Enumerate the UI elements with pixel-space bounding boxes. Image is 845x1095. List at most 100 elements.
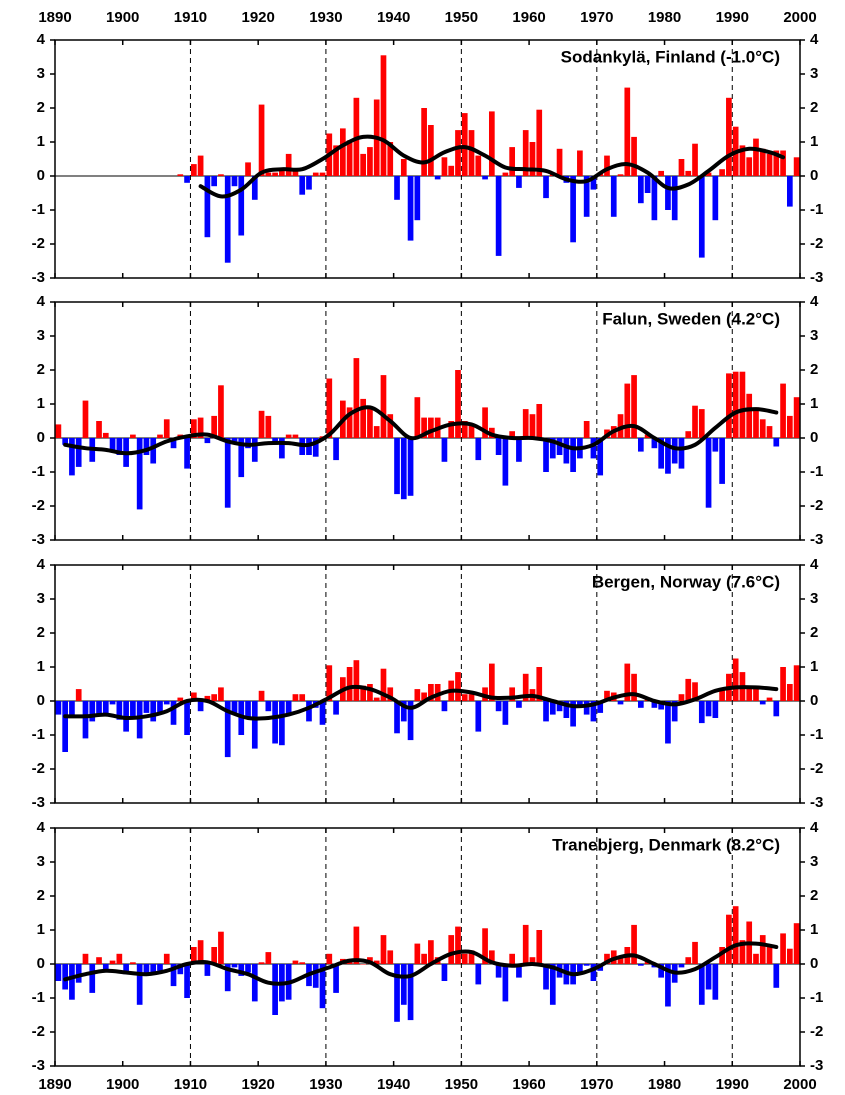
bar — [448, 165, 455, 176]
bar — [326, 953, 333, 964]
bar — [279, 169, 285, 176]
bar — [705, 438, 712, 508]
bar — [773, 964, 780, 988]
y-tick-label: 2 — [37, 887, 45, 904]
bar — [780, 150, 786, 176]
bar — [116, 953, 123, 964]
y-tick-label: -1 — [32, 463, 45, 480]
y-tick-label: 2 — [810, 624, 818, 641]
bar — [299, 694, 306, 701]
y-tick-label: 0 — [810, 429, 818, 446]
bar — [617, 955, 624, 964]
bar — [793, 157, 800, 176]
bar — [495, 438, 502, 455]
bar — [698, 409, 705, 438]
x-tick-label: 1990 — [716, 1076, 749, 1093]
bar — [251, 964, 258, 1002]
bar — [380, 55, 387, 176]
x-tick-label: 1920 — [241, 9, 274, 26]
bar — [556, 148, 563, 176]
x-tick-label: 1980 — [648, 1076, 681, 1093]
bar — [299, 962, 306, 964]
bar — [441, 701, 448, 712]
bar — [658, 438, 665, 469]
bar — [428, 417, 434, 438]
bar — [759, 701, 766, 705]
bar — [380, 935, 387, 964]
y-tick-label: 0 — [810, 167, 818, 184]
panel-title: Tranebjerg, Denmark (8.2°C) — [552, 835, 780, 854]
bar — [360, 685, 367, 701]
bar — [136, 701, 143, 739]
bar — [563, 438, 570, 464]
bar — [258, 410, 265, 438]
bar — [637, 438, 644, 452]
bar — [190, 692, 197, 701]
bar — [543, 701, 549, 722]
bar — [773, 150, 780, 176]
bar — [549, 701, 556, 715]
bar — [387, 414, 394, 438]
bar — [583, 176, 590, 217]
bar — [563, 701, 570, 718]
bar — [780, 667, 786, 701]
bar — [556, 701, 563, 712]
bar — [665, 701, 671, 744]
bar — [468, 950, 475, 964]
bar — [197, 155, 204, 176]
bar — [204, 438, 211, 444]
bar — [75, 964, 82, 983]
bar — [549, 964, 556, 1005]
bar — [116, 438, 123, 455]
bar — [143, 701, 150, 713]
bar — [577, 964, 583, 973]
bar — [346, 140, 353, 176]
bar — [306, 176, 312, 190]
bar — [197, 701, 204, 712]
bar — [502, 701, 509, 725]
bar — [522, 673, 529, 701]
y-tick-label: 2 — [810, 361, 818, 378]
y-tick-label: 0 — [37, 167, 45, 184]
bar — [705, 964, 712, 990]
bar — [123, 964, 129, 975]
bar — [509, 953, 516, 964]
bar — [665, 964, 671, 1007]
bar — [292, 694, 299, 701]
bar — [522, 924, 529, 964]
y-tick-label: -3 — [810, 794, 823, 811]
bar — [631, 924, 637, 964]
y-tick-label: -2 — [32, 235, 45, 252]
y-tick-label: 4 — [810, 31, 819, 48]
bar — [265, 172, 272, 176]
bar — [739, 371, 746, 438]
bar — [428, 125, 434, 176]
bar — [333, 438, 339, 461]
bar — [285, 434, 292, 438]
y-tick-label: -2 — [810, 1023, 823, 1040]
bar — [759, 419, 766, 438]
bar — [516, 701, 522, 708]
bar — [712, 964, 719, 1000]
bar — [590, 438, 597, 459]
y-tick-label: -1 — [810, 201, 823, 218]
y-tick-label: 1 — [37, 395, 45, 412]
bar — [190, 419, 197, 438]
bar — [455, 370, 461, 438]
plot-frame — [54, 301, 801, 541]
bar — [69, 701, 75, 718]
bar — [197, 417, 204, 438]
bar — [624, 87, 631, 176]
x-tick-label: 1920 — [241, 1076, 274, 1093]
bar — [712, 438, 719, 452]
bar — [766, 153, 773, 176]
x-tick-label: 1960 — [512, 9, 545, 26]
bar — [218, 174, 224, 176]
bar — [306, 701, 312, 722]
bar — [671, 701, 678, 722]
bar — [89, 964, 96, 993]
y-tick-label: -3 — [810, 531, 823, 548]
bar — [441, 964, 448, 981]
bar — [502, 964, 509, 1002]
bar — [766, 426, 773, 438]
